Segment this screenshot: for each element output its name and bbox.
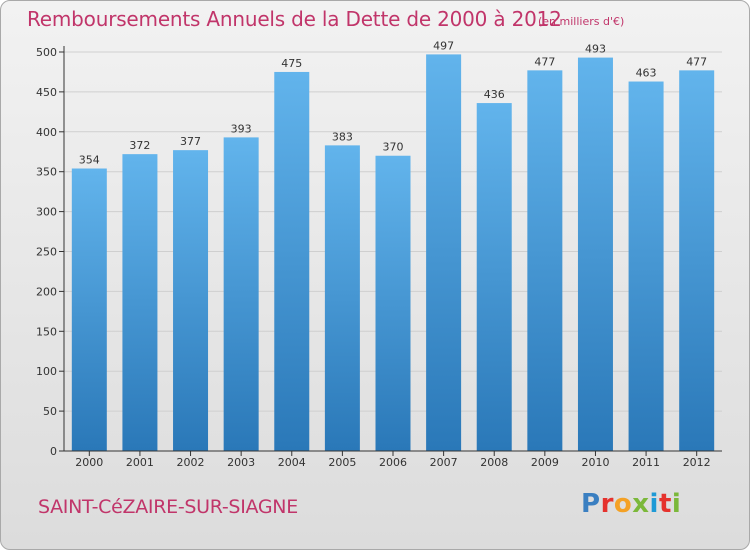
bar-value-label: 370 — [383, 141, 404, 154]
bar-value-label: 436 — [484, 88, 505, 101]
logo-letter: P — [581, 489, 601, 519]
x-tick-label: 2012 — [683, 456, 711, 469]
labels: 0 50 100 150 200 250 300 350 400 450 500 354 2000 372… — [36, 39, 711, 469]
bar-value-label: 383 — [332, 130, 353, 143]
x-tick-label: 2002 — [177, 456, 205, 469]
y-tick-label: 300 — [36, 206, 57, 219]
bar — [173, 150, 209, 452]
y-tick-label: 400 — [36, 126, 57, 139]
bar-value-label: 493 — [585, 43, 606, 56]
bar-value-label: 354 — [79, 154, 100, 167]
bar — [426, 54, 462, 451]
bars — [71, 54, 715, 452]
x-tick-label: 2001 — [126, 456, 154, 469]
logo-letter: i — [671, 489, 682, 519]
logo-letter: t — [658, 489, 672, 519]
y-tick-label: 350 — [36, 166, 57, 179]
logo-letter: r — [600, 489, 614, 519]
bar-value-label: 377 — [180, 135, 201, 148]
bar-value-label: 477 — [534, 55, 555, 68]
y-tick-label: 100 — [36, 365, 57, 378]
bar — [223, 137, 259, 452]
bar — [527, 70, 563, 451]
x-tick-label: 2007 — [430, 456, 458, 469]
y-tick-label: 450 — [36, 86, 57, 99]
bar — [628, 81, 664, 451]
proxiti-logo[interactable]: Proxiti — [581, 489, 681, 519]
y-tick-label: 50 — [43, 405, 57, 418]
bar-value-label: 372 — [129, 139, 150, 152]
bar — [71, 168, 107, 451]
bar — [679, 70, 715, 451]
logo-letter: o — [613, 489, 633, 519]
y-tick-label: 0 — [50, 445, 57, 458]
bar-value-label: 477 — [686, 55, 707, 68]
x-tick-label: 2009 — [531, 456, 559, 469]
bar-value-label: 475 — [281, 57, 302, 70]
x-tick-label: 2008 — [480, 456, 508, 469]
y-tick-label: 150 — [36, 325, 57, 338]
chart-title: Remboursements Annuels de la Dette de 20… — [27, 7, 562, 31]
x-tick-label: 2003 — [227, 456, 255, 469]
bar — [122, 154, 158, 452]
bar — [577, 57, 613, 451]
x-tick-label: 2006 — [379, 456, 407, 469]
logo-letter: i — [649, 489, 659, 519]
bar-value-label: 497 — [433, 39, 454, 52]
x-tick-label: 2004 — [278, 456, 306, 469]
x-tick-label: 2010 — [581, 456, 609, 469]
bar — [375, 155, 411, 452]
y-tick-label: 200 — [36, 285, 57, 298]
bar — [324, 145, 360, 451]
bar — [476, 103, 512, 452]
bar-value-label: 393 — [231, 122, 252, 135]
axes — [59, 46, 722, 456]
city-name: SAINT-CéZAIRE-SUR-SIAGNE — [38, 496, 298, 518]
chart-units: (en milliers d'€) — [538, 15, 625, 28]
logo-letter: x — [632, 489, 650, 519]
y-tick-label: 250 — [36, 246, 57, 259]
bar-value-label: 463 — [636, 67, 657, 80]
bar — [274, 71, 310, 451]
y-tick-label: 500 — [36, 46, 57, 59]
x-tick-label: 2005 — [328, 456, 356, 469]
x-tick-label: 2000 — [75, 456, 103, 469]
x-tick-label: 2011 — [632, 456, 660, 469]
